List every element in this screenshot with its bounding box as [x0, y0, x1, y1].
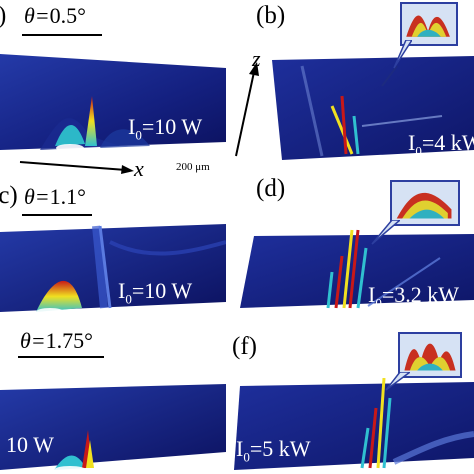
intensity-f: I0=5 kW [236, 436, 311, 465]
inset-d [390, 180, 460, 226]
theta-c-label: θ=1.1° [24, 184, 86, 209]
theta-a-label: θ=0.5° [24, 5, 86, 27]
z-axis-label: z [252, 46, 261, 71]
panel-c-label: (c) [0, 182, 18, 209]
panel-d-label: (d) [256, 175, 286, 202]
theta-value: 0.5° [49, 3, 86, 28]
intensity-e: 10 W [6, 432, 54, 457]
inset-b [400, 2, 458, 46]
inset-f-pointer [385, 372, 410, 391]
panel-b-label: (b) [256, 2, 286, 29]
plot-panel-f: I0=5 kW [234, 378, 474, 474]
theta-a-underline [22, 34, 102, 36]
plot-panel-e: 10 W [0, 380, 226, 474]
intensity-c: I0=10 W [118, 278, 193, 307]
x-axis-arrow [19, 161, 134, 174]
theta-symbol: θ= [24, 3, 50, 28]
plot-panel-b: I0=4 kW [262, 46, 474, 164]
panel-f-label: (f) [232, 333, 257, 360]
plot-panel-d: I0=3.2 kW [240, 228, 474, 312]
intensity-a: I0=10 W [128, 114, 203, 143]
theta-e-label: θ=1.75° [20, 328, 93, 353]
z-axis-arrow [235, 62, 259, 157]
inset-b-pointer [393, 40, 412, 69]
plot-panel-c: I0=10 W [0, 222, 226, 318]
intensity-b: I0=4 kW [408, 130, 474, 159]
panel-a-label: ) [0, 3, 6, 28]
intensity-d: I0=3.2 kW [368, 282, 459, 311]
theta-e-underline [18, 356, 104, 358]
inset-d-pointer [371, 220, 400, 245]
theta-c-underline [22, 214, 92, 216]
x-axis-label: x [134, 156, 144, 181]
scale-bar-label: 200 μm [176, 161, 210, 173]
plot-panel-a: I0=10 W [0, 46, 226, 160]
inset-f [398, 332, 462, 378]
